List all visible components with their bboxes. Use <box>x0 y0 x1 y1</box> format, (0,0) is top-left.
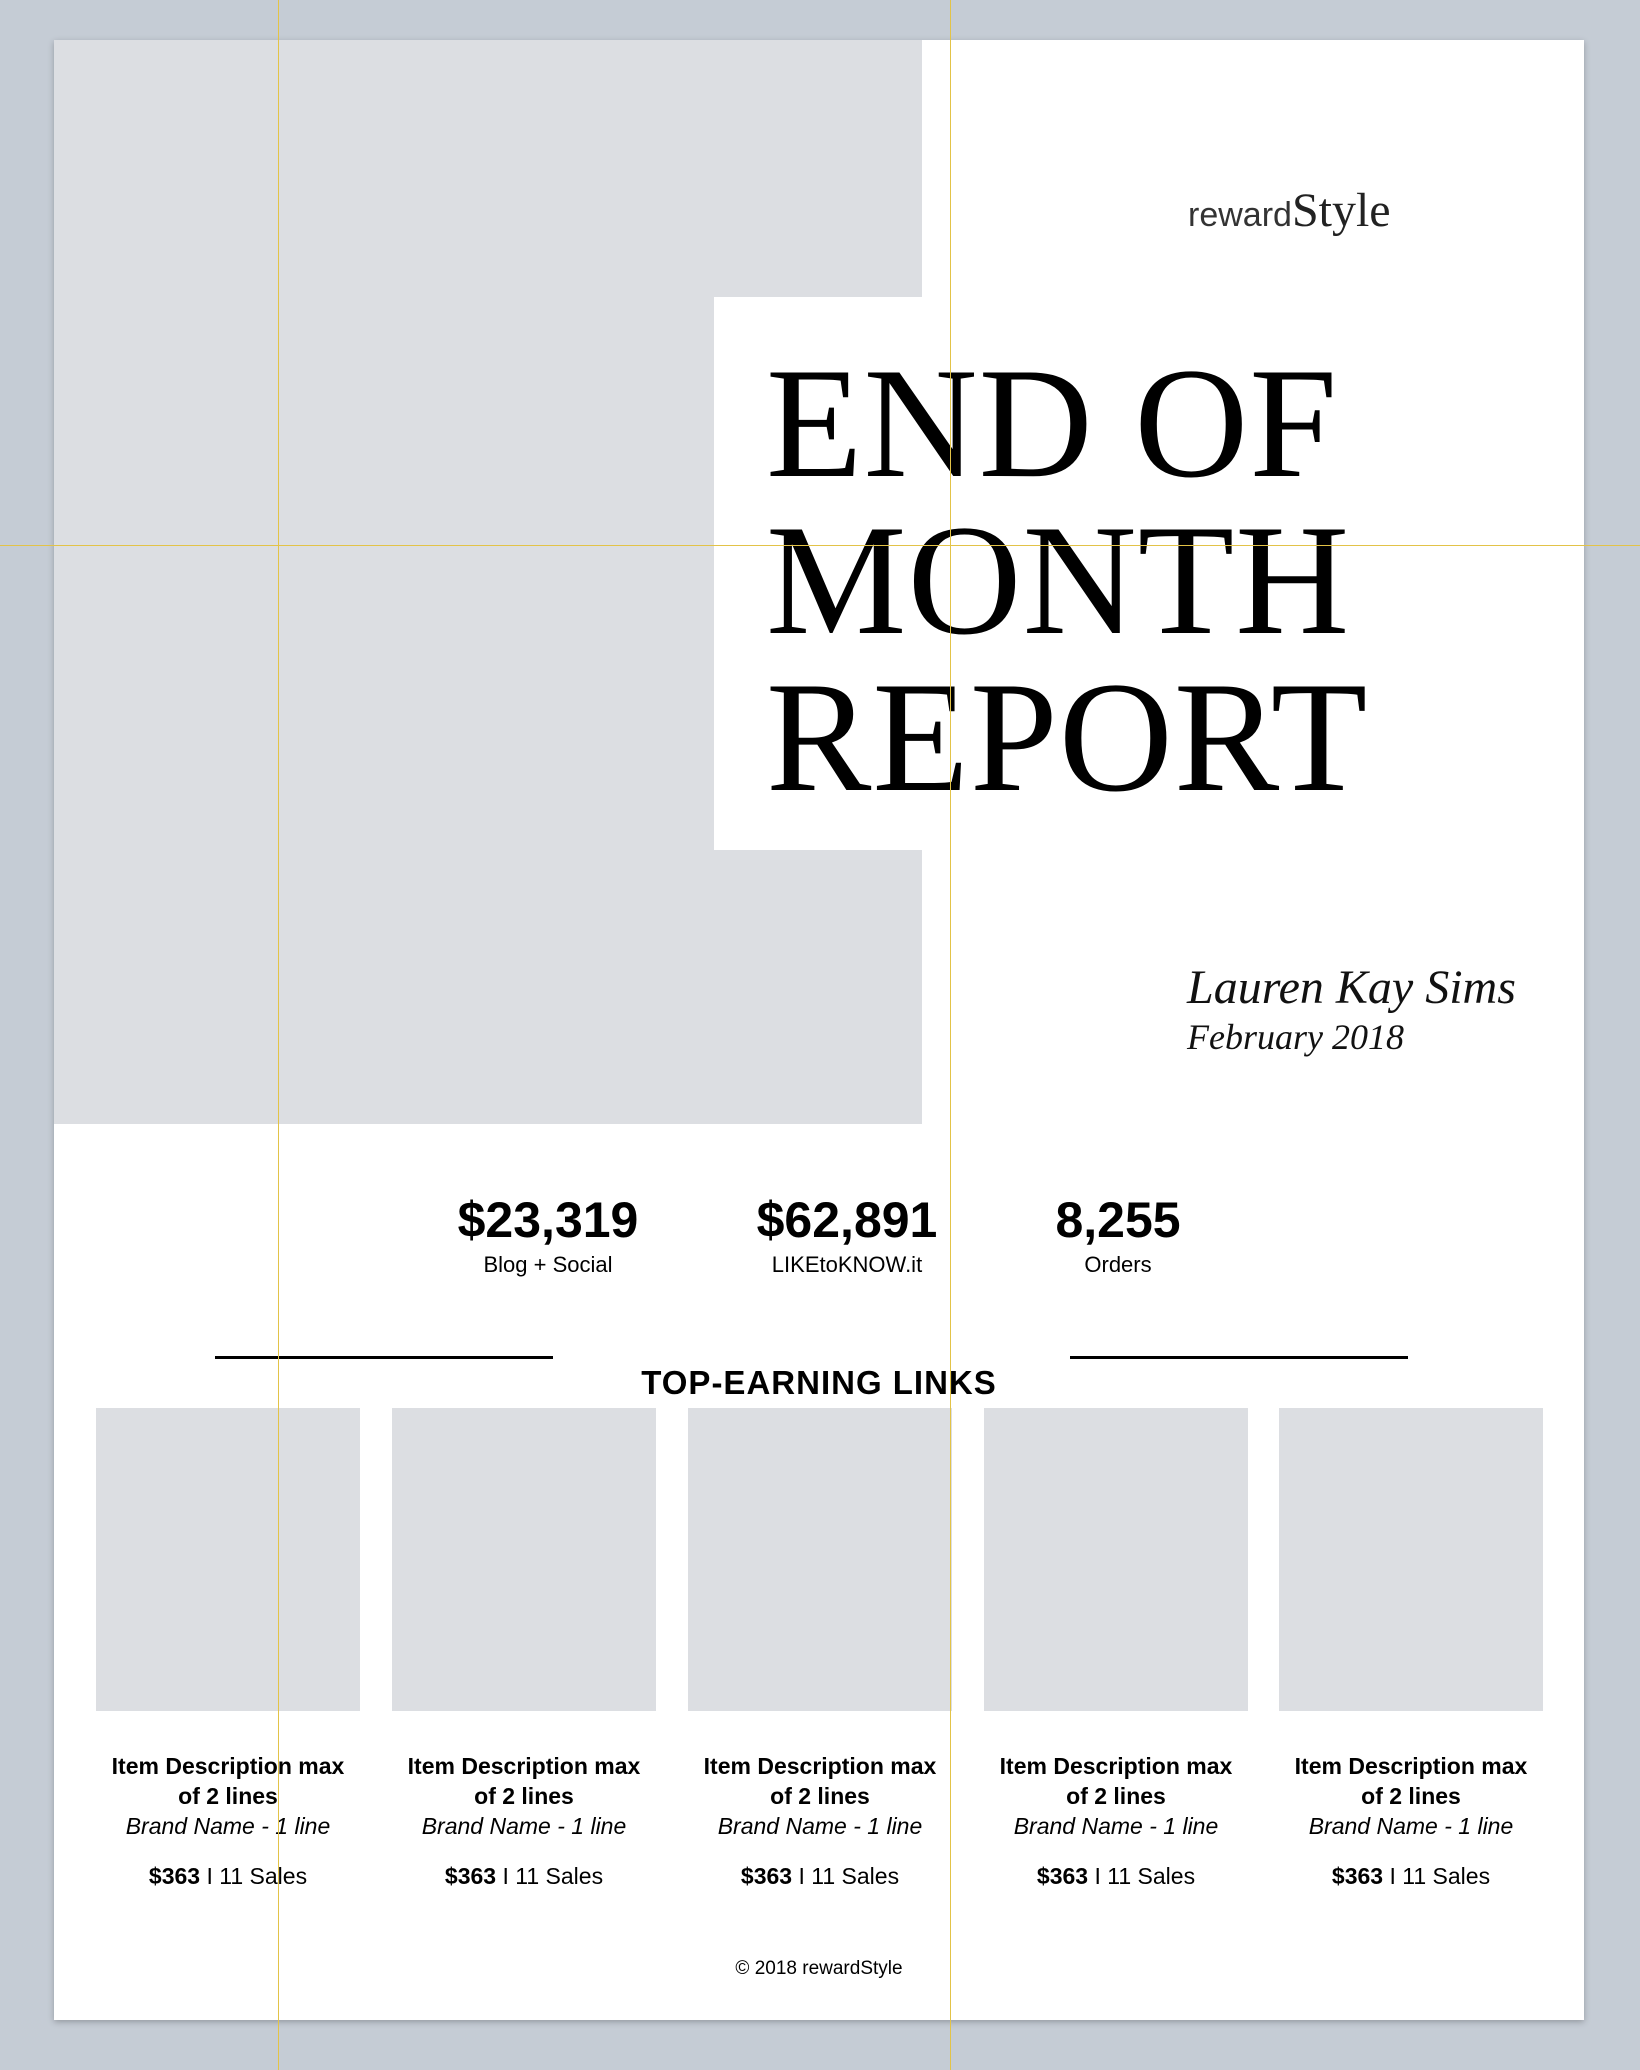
sales-count: 11 Sales <box>219 1863 308 1889</box>
stat-value: $62,891 <box>756 1192 938 1248</box>
logo-reward-text: reward <box>1188 196 1292 234</box>
author-name: Lauren Kay Sims <box>1187 961 1516 1014</box>
product-description: Item Description max of 2 lines <box>670 1751 970 1811</box>
stat-liketoknowit: $62,891 LIKEtoKNOW.it <box>717 1190 977 1280</box>
product-brand: Brand Name - 1 line <box>125 1813 331 1839</box>
product-price: $363 <box>740 1863 793 1889</box>
product-image-placeholder[interactable] <box>984 1408 1248 1711</box>
stat-blog-social: $23,319 Blog + Social <box>418 1190 678 1280</box>
product-price: $363 <box>1331 1863 1384 1889</box>
product-sales: $363 I 11 Sales <box>78 1861 378 1891</box>
report-title: END OF MONTH REPORT <box>766 336 1369 825</box>
stat-orders: 8,255 Orders <box>988 1190 1248 1280</box>
product-sales: $363 I 11 Sales <box>1261 1861 1561 1891</box>
product-price: $363 <box>444 1863 497 1889</box>
description-line-1: Item Description max <box>1294 1753 1528 1779</box>
product-image-placeholder[interactable] <box>1279 1408 1543 1711</box>
description-line-2: of 2 lines <box>1361 1783 1461 1809</box>
stat-value: $23,319 <box>457 1192 639 1248</box>
layout-guide-vertical[interactable] <box>278 0 279 2070</box>
product-card[interactable]: Item Description max of 2 lines Brand Na… <box>984 1408 1248 1891</box>
product-description: Item Description max of 2 lines <box>1261 1751 1561 1811</box>
product-image-placeholder[interactable] <box>96 1408 360 1711</box>
product-card[interactable]: Item Description max of 2 lines Brand Na… <box>688 1408 952 1891</box>
product-brand: Brand Name - 1 line <box>717 1813 923 1839</box>
sales-count: 11 Sales <box>1107 1863 1196 1889</box>
report-period: February 2018 <box>1187 1017 1404 1057</box>
product-description: Item Description max of 2 lines <box>78 1751 378 1811</box>
stat-label: Orders <box>1084 1252 1152 1277</box>
description-line-2: of 2 lines <box>474 1783 574 1809</box>
report-page: rewardStyle END OF MONTH REPORT Lauren K… <box>54 40 1584 2020</box>
product-sales: $363 I 11 Sales <box>966 1861 1266 1891</box>
description-line-1: Item Description max <box>407 1753 641 1779</box>
description-line-1: Item Description max <box>111 1753 345 1779</box>
layout-guide-horizontal[interactable] <box>0 545 1640 546</box>
section-rule-right <box>1070 1356 1408 1359</box>
sales-separator: I <box>1389 1863 1396 1889</box>
footer-copyright: © 2018 rewardStyle <box>735 1958 903 1979</box>
product-brand: Brand Name - 1 line <box>1013 1813 1219 1839</box>
product-card[interactable]: Item Description max of 2 lines Brand Na… <box>1279 1408 1543 1891</box>
sales-count: 11 Sales <box>811 1863 900 1889</box>
product-image-placeholder[interactable] <box>688 1408 952 1711</box>
description-line-1: Item Description max <box>703 1753 937 1779</box>
stat-label: LIKEtoKNOW.it <box>771 1252 923 1277</box>
title-line-3: REPORT <box>766 650 1369 825</box>
layout-guide-vertical[interactable] <box>950 0 951 2070</box>
description-line-2: of 2 lines <box>770 1783 870 1809</box>
rewardstyle-logo: rewardStyle <box>1188 183 1391 238</box>
description-line-2: of 2 lines <box>178 1783 278 1809</box>
stat-value: 8,255 <box>1055 1192 1181 1248</box>
section-rule-left <box>215 1356 553 1359</box>
product-card[interactable]: Item Description max of 2 lines Brand Na… <box>96 1408 360 1891</box>
description-line-2: of 2 lines <box>1066 1783 1166 1809</box>
product-card[interactable]: Item Description max of 2 lines Brand Na… <box>392 1408 656 1891</box>
product-sales: $363 I 11 Sales <box>670 1861 970 1891</box>
sales-separator: I <box>1094 1863 1101 1889</box>
product-price: $363 <box>1036 1863 1089 1889</box>
stat-label: Blog + Social <box>483 1252 613 1277</box>
sales-count: 11 Sales <box>1402 1863 1491 1889</box>
logo-style-text: Style <box>1291 184 1391 237</box>
title-line-2: MONTH <box>766 493 1351 668</box>
product-brand: Brand Name - 1 line <box>1308 1813 1514 1839</box>
sales-separator: I <box>206 1863 213 1889</box>
title-line-1: END OF <box>766 336 1339 511</box>
product-description: Item Description max of 2 lines <box>966 1751 1266 1811</box>
sales-separator: I <box>502 1863 509 1889</box>
sales-count: 11 Sales <box>515 1863 604 1889</box>
product-price: $363 <box>148 1863 201 1889</box>
product-image-placeholder[interactable] <box>392 1408 656 1711</box>
product-brand: Brand Name - 1 line <box>421 1813 627 1839</box>
title-panel <box>714 297 1584 850</box>
description-line-1: Item Description max <box>999 1753 1233 1779</box>
section-title: TOP-EARNING LINKS <box>641 1364 997 1401</box>
product-sales: $363 I 11 Sales <box>374 1861 674 1891</box>
product-description: Item Description max of 2 lines <box>374 1751 674 1811</box>
sales-separator: I <box>798 1863 805 1889</box>
